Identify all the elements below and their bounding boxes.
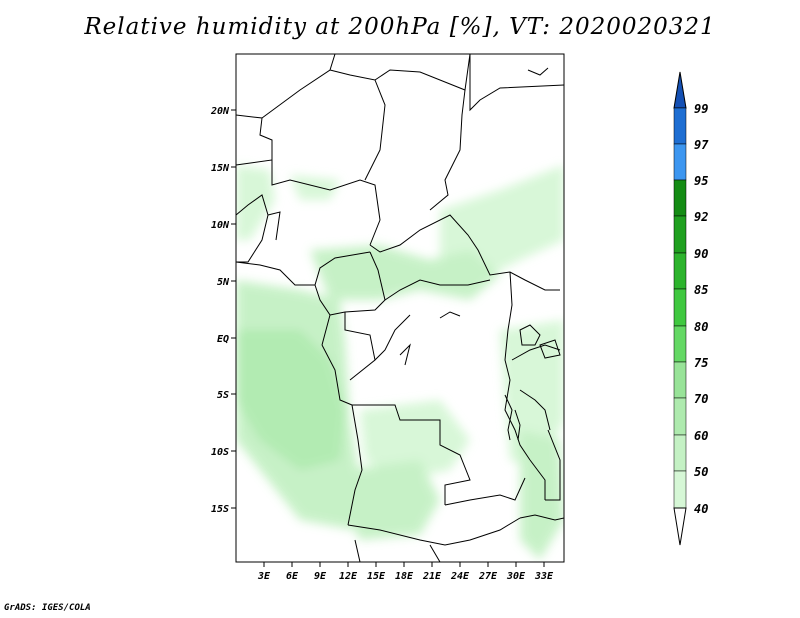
lat-label: 15N [211,163,230,174]
humidity-field [236,54,564,562]
lon-label: 24E [450,571,470,582]
colorbar-top-arrow [673,71,687,109]
colorbar-swatch [673,470,687,509]
colorbar-label: 40 [694,502,708,516]
colorbar-swatch [673,107,687,145]
lon-label: 18E [395,571,414,582]
lon-label: 6E [286,571,299,582]
colorbar-swatch [673,179,687,217]
colorbar-label: 80 [694,320,708,334]
credit-text: GrADS: IGES/COLA [4,603,91,613]
lat-ticks [231,109,236,509]
colorbar-label: 95 [694,174,708,188]
lat-label: 5S [217,390,229,401]
lat-label: 10S [211,447,229,458]
colorbar-label: 97 [694,138,709,152]
lon-label: 30E [506,571,526,582]
colorbar-label: 85 [694,283,708,297]
colorbar-label: 60 [694,429,708,443]
lon-ticks [263,562,545,567]
colorbar-swatch [673,361,687,399]
lon-label: 12E [339,571,358,582]
lon-label: 21E [422,571,442,582]
lat-labels: 20N 15N 10N 5N EQ 5S 10S 15S [210,106,230,515]
colorbar-swatch [673,325,687,363]
lat-label: 20N [210,106,230,117]
colorbar-swatch [673,143,687,181]
lat-label: 15S [211,504,229,515]
colorbar-bottom-arrow [673,507,687,546]
colorbar-label: 92 [694,210,708,224]
lon-label: 3E [257,571,271,582]
colorbar: 99 97 95 92 90 85 80 75 70 60 50 40 [673,71,709,546]
lon-label: 33E [534,571,554,582]
colorbar-swatch [673,252,687,290]
colorbar-label: 90 [694,247,708,261]
map-title: Relative humidity at 200hPa [%], VT: 202… [84,14,716,40]
colorbar-label: 99 [694,102,708,116]
lon-label: 15E [367,571,386,582]
colorbar-label: 70 [694,392,708,406]
lon-label: 27E [478,571,498,582]
colorbar-swatch [673,434,687,472]
lon-labels: 3E 6E 9E 12E 15E 18E 21E 24E 27E 30E 33E [257,571,554,582]
lat-label: 5N [217,277,230,288]
colorbar-label: 75 [694,356,708,370]
colorbar-swatch [673,215,687,254]
colorbar-swatch [673,397,687,436]
colorbar-label: 50 [694,465,708,479]
country-borders [236,54,564,562]
lat-label: 10N [211,220,230,231]
colorbar-swatch [673,288,687,327]
lat-label: EQ [217,334,229,345]
lon-label: 9E [314,571,327,582]
map-frame [235,53,565,563]
